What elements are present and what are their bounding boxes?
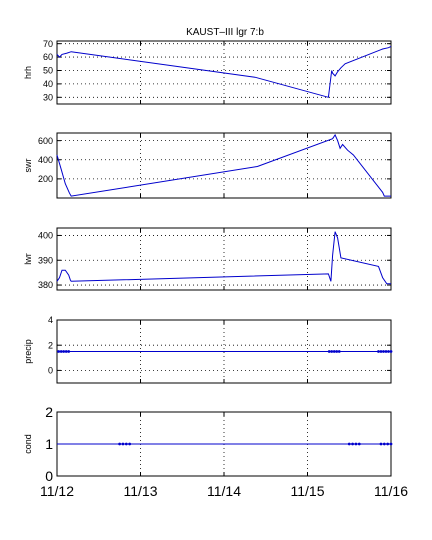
y-tick-label: 2 <box>48 340 53 350</box>
y-tick-label: 380 <box>38 280 53 290</box>
data-point-cond <box>379 442 383 446</box>
chart-title: KAUST–III lgr 7:b <box>186 27 264 38</box>
data-point-cond <box>382 442 386 446</box>
data-point-cond <box>357 442 361 446</box>
data-point-precip <box>384 350 388 353</box>
data-point-precip <box>335 350 339 353</box>
series-line-hrh <box>56 45 392 98</box>
y-tick-label: 200 <box>38 174 53 184</box>
data-point-precip <box>62 350 66 353</box>
data-point-precip <box>64 350 68 353</box>
data-point-precip <box>377 350 380 353</box>
x-tick-label: 11/16 <box>374 483 408 499</box>
data-point-cond <box>128 442 132 446</box>
y-tick-label: 600 <box>38 136 53 146</box>
y-tick-label: 400 <box>38 231 53 241</box>
data-point-precip <box>67 350 71 353</box>
data-point-precip <box>327 350 331 353</box>
x-tick-label: 11/15 <box>291 483 325 499</box>
x-tick-label: 11/13 <box>124 483 158 499</box>
data-point-precip <box>330 350 334 353</box>
series-line-swr <box>56 133 391 197</box>
y-axis-label: cond <box>23 434 33 454</box>
data-point-precip <box>59 350 63 353</box>
data-point-precip <box>389 350 393 353</box>
data-point-precip <box>337 350 341 353</box>
y-tick-label: 1 <box>45 436 53 452</box>
data-point-cond <box>354 442 358 446</box>
series-line-lwr <box>56 231 391 285</box>
y-axis-label: precip <box>23 339 33 364</box>
y-tick-label: 390 <box>38 255 53 265</box>
data-point-cond <box>121 442 125 446</box>
data-point-cond <box>386 442 390 446</box>
y-tick-label: 30 <box>43 92 53 102</box>
x-tick-label: 11/12 <box>40 483 74 499</box>
y-tick-label: 60 <box>43 52 53 62</box>
y-axis-label: lwr <box>23 253 33 265</box>
data-point-cond <box>351 442 354 446</box>
y-axis-label: swr <box>23 159 33 173</box>
y-tick-label: 70 <box>43 39 53 49</box>
data-point-cond <box>347 442 351 446</box>
y-tick-label: 40 <box>43 79 53 89</box>
y-axis-label: hrh <box>23 66 33 79</box>
y-tick-label: 50 <box>43 66 53 76</box>
data-point-cond <box>124 442 128 446</box>
y-tick-label: 0 <box>45 468 53 484</box>
data-point-precip <box>387 350 390 353</box>
y-tick-label: 0 <box>48 366 53 376</box>
data-point-cond <box>118 442 122 446</box>
data-point-precip <box>57 350 61 353</box>
y-tick-label: 4 <box>48 315 53 325</box>
data-point-precip <box>382 350 385 353</box>
x-tick-label: 11/14 <box>207 483 241 499</box>
data-point-precip <box>332 350 336 353</box>
data-point-cond <box>389 442 393 446</box>
y-tick-label: 400 <box>38 155 53 165</box>
data-point-precip <box>379 350 383 353</box>
y-tick-label: 2 <box>45 404 53 420</box>
